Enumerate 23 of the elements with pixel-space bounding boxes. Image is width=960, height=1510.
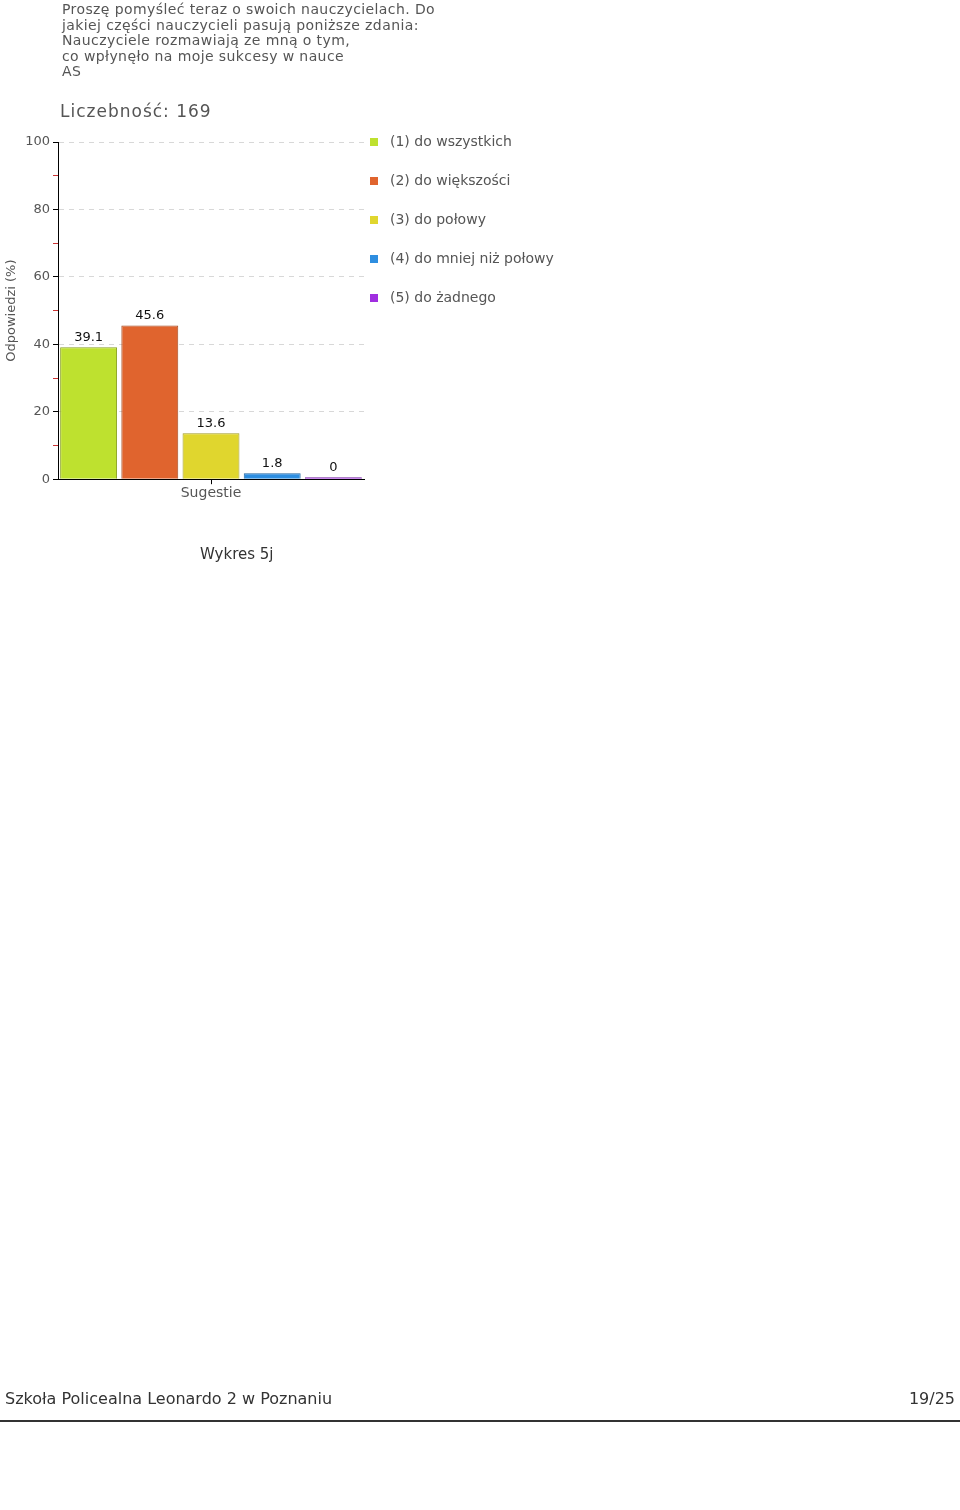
data-label: 1.8 xyxy=(261,455,283,471)
legend-label: (2) do większości xyxy=(390,171,511,188)
y-tick-label: 80 xyxy=(33,200,50,216)
y-axis-title: Odpowiedzi (%) xyxy=(3,259,19,362)
y-tick-label: 100 xyxy=(25,133,50,149)
text: 19/25 xyxy=(908,1389,955,1408)
text: Szkoła Policealna Leonardo 2 w Poznaniu xyxy=(5,1389,333,1408)
chart-title: Proszę pomyśleć teraz o swoich nauczycielach. Do jakiej części nauczycieli pasują poniższe zdania: Nauczyciele rozmawiają ze mną o tym, co wpłynęło na moje sukcesy w nauce AS xyxy=(62,1,436,80)
y-tick-label: 40 xyxy=(33,335,50,351)
legend-label: (5) do żadnego xyxy=(390,288,496,305)
y-tick-label: 0 xyxy=(41,470,50,486)
text: Wykres 5j xyxy=(200,545,274,563)
data-label: 13.6 xyxy=(196,415,226,431)
y-tick-label: 60 xyxy=(33,268,50,284)
data-label: 0 xyxy=(329,459,338,475)
data-label: 45.6 xyxy=(135,307,165,323)
x-tick-label: Sugestie xyxy=(180,484,242,501)
y-tick-label: 20 xyxy=(33,403,50,419)
data-label: 39.1 xyxy=(74,329,104,345)
chart-subtitle: Liczebność: 169 xyxy=(60,101,212,121)
legend-label: (4) do mniej niż połowy xyxy=(390,249,554,266)
legend-label: (1) do wszystkich xyxy=(390,132,512,149)
legend-label: (3) do połowy xyxy=(390,210,486,227)
